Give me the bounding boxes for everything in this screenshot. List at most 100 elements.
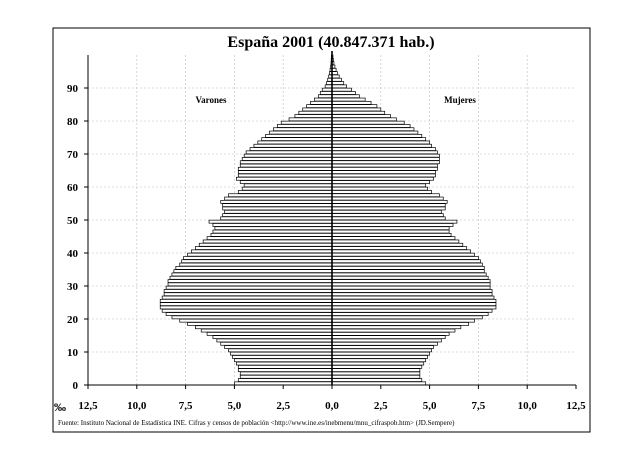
male-bar-age-53: [222, 206, 333, 211]
male-bar-age-12: [220, 341, 333, 346]
male-bar-age-72: [253, 143, 333, 148]
male-bar-age-69: [243, 153, 333, 158]
axes: [84, 51, 577, 389]
male-bar-age-29: [165, 285, 333, 290]
label-varones: Varones: [195, 95, 227, 105]
male-bar-age-91: [326, 81, 333, 85]
male-bar-age-76: [269, 130, 333, 135]
female-bar-age-68: [331, 157, 440, 161]
female-bar-age-85: [331, 100, 372, 105]
y-tick-label: 40: [67, 248, 79, 260]
male-bar-age-19: [179, 318, 333, 323]
male-bar-age-64: [237, 170, 333, 174]
female-bar-age-34: [331, 269, 485, 273]
male-bar-age-54: [222, 203, 333, 207]
male-bar-age-34: [173, 269, 333, 273]
x-tick-labels: 12,5 10,0 7,5 5,0 2,5 0,0 2,5 5,0 7,5 10,0 12,5: [78, 400, 586, 412]
female-bar-age-25: [331, 299, 497, 303]
male-bar-age-13: [216, 338, 333, 343]
female-bar-age-26: [331, 295, 495, 300]
male-bar-age-88: [319, 91, 333, 95]
female-bar-age-55: [331, 200, 448, 204]
female-bar-age-86: [331, 97, 366, 102]
female-bar-age-58: [331, 190, 432, 194]
male-bar-age-57: [228, 193, 333, 198]
chart-title: España 2001 (40.847.371 hab.): [227, 34, 434, 51]
male-bar-age-50: [220, 216, 333, 221]
male-bar-age-43: [202, 239, 333, 244]
female-bar-age-17: [331, 325, 462, 330]
male-bar-age-2: [239, 374, 333, 379]
male-bar-age-0: [234, 381, 333, 386]
male-bar-age-22: [161, 308, 333, 313]
male-bar-age-79: [280, 120, 333, 125]
male-bar-age-23: [159, 305, 333, 310]
female-bar-age-18: [331, 322, 469, 326]
label-mujeres: Mujeres: [444, 95, 476, 105]
male-bar-age-27: [163, 292, 333, 297]
male-bar-age-17: [195, 325, 333, 330]
x-tick-label: 2,5: [276, 400, 290, 412]
male-bar-age-10: [228, 348, 333, 353]
female-bar-age-32: [331, 275, 489, 280]
male-bar-age-44: [206, 236, 333, 240]
female-bar-age-36: [331, 262, 483, 267]
male-bar-age-86: [314, 97, 333, 102]
male-bar-age-73: [257, 140, 333, 145]
x-tick-label: 7,5: [179, 400, 193, 412]
female-bar-age-19: [331, 318, 475, 323]
female-bar-age-60: [331, 183, 427, 188]
female-bar-age-16: [331, 328, 456, 333]
y-tick-label: 60: [67, 182, 79, 194]
female-bar-age-38: [331, 256, 479, 260]
female-bars: [331, 54, 497, 386]
male-bar-age-24: [159, 302, 333, 306]
female-bar-age-73: [331, 140, 430, 145]
male-bars: [159, 54, 333, 386]
male-bar-age-59: [241, 186, 333, 191]
female-bar-age-43: [331, 239, 460, 244]
male-bar-age-4: [237, 368, 333, 372]
male-bar-age-80: [288, 117, 333, 122]
female-bar-age-77: [331, 127, 415, 132]
male-bar-age-20: [171, 315, 333, 320]
male-bar-age-5: [237, 365, 333, 369]
male-bar-age-18: [187, 322, 333, 326]
x-tick-label: 7,5: [472, 400, 486, 412]
female-bar-age-8: [331, 355, 428, 359]
female-bar-age-29: [331, 285, 491, 290]
male-bar-age-41: [195, 246, 333, 250]
female-bar-age-81: [331, 114, 391, 118]
female-bar-age-37: [331, 259, 481, 264]
male-bar-age-75: [265, 134, 333, 138]
male-bar-age-83: [302, 107, 333, 112]
female-bar-age-91: [331, 81, 345, 85]
female-bar-age-94: [331, 71, 338, 76]
female-bar-age-44: [331, 236, 456, 240]
male-bar-age-25: [159, 299, 333, 303]
female-bar-age-28: [331, 289, 493, 293]
male-bar-age-56: [224, 196, 333, 201]
male-bar-age-47: [214, 226, 333, 231]
female-bar-age-39: [331, 252, 475, 257]
x-tick-label: 5,0: [228, 400, 242, 412]
female-bar-age-9: [331, 351, 430, 356]
female-bar-age-65: [331, 167, 438, 171]
female-bar-age-24: [331, 302, 497, 306]
y-tick-labels: 0 10 20 30 40 50 60 70 80 90: [67, 83, 79, 392]
female-bar-age-53: [331, 206, 446, 211]
female-bar-age-57: [331, 193, 440, 198]
male-bar-age-77: [273, 127, 333, 132]
female-bar-age-50: [331, 216, 446, 221]
female-bar-age-7: [331, 358, 427, 363]
male-bar-age-65: [237, 167, 333, 171]
male-bar-age-1: [237, 378, 333, 382]
female-bar-age-89: [331, 87, 352, 92]
male-bar-age-46: [212, 229, 333, 234]
source-note: Fuente: Instituto Nacional de Estadístic…: [58, 419, 455, 427]
male-bar-age-40: [191, 249, 333, 254]
female-bar-age-35: [331, 266, 485, 270]
female-bar-age-70: [331, 150, 438, 155]
female-bar-age-10: [331, 348, 432, 353]
male-bar-age-11: [224, 345, 333, 349]
